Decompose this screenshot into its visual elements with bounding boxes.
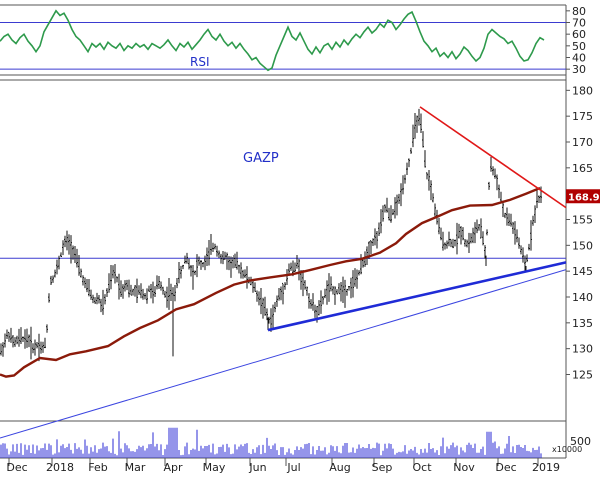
x-tick-label: May bbox=[203, 461, 226, 474]
x-tick-label: 2019 bbox=[532, 461, 560, 474]
rsi-label: RSI bbox=[190, 55, 210, 69]
volume-bars bbox=[0, 427, 542, 458]
price-tick-label: 165 bbox=[572, 162, 593, 175]
chart-title: GAZP bbox=[243, 151, 279, 166]
price-tick-label: 155 bbox=[572, 214, 593, 227]
resistance-trendline bbox=[419, 106, 567, 209]
x-tick-label: Aug bbox=[329, 461, 350, 474]
x-tick-label: Feb bbox=[88, 461, 107, 474]
rsi-tick-label: 60 bbox=[572, 28, 586, 41]
price-tick-label: 140 bbox=[572, 291, 593, 304]
rsi-tick-label: 50 bbox=[572, 40, 586, 53]
x-tick-label: Apr bbox=[163, 461, 183, 474]
rsi-line bbox=[0, 9, 545, 72]
x-tick-label: Jul bbox=[286, 461, 300, 474]
price-bars bbox=[0, 108, 542, 362]
rsi-level-lines bbox=[0, 22, 566, 70]
volume-panel: 500 x10000 bbox=[0, 427, 591, 458]
rsi-tick-label: 30 bbox=[572, 63, 586, 76]
price-tick-label: 125 bbox=[572, 369, 593, 382]
last-price-label-bg bbox=[566, 189, 600, 204]
rsi-tick-label: 80 bbox=[572, 5, 586, 18]
price-tick-label: 150 bbox=[572, 239, 593, 252]
x-tick-label: Jun bbox=[248, 461, 266, 474]
x-tick-label: Dec bbox=[6, 461, 27, 474]
price-tick-label: 135 bbox=[572, 317, 593, 330]
price-tick-label: 145 bbox=[572, 265, 593, 278]
price-tick-label: 175 bbox=[572, 110, 593, 123]
volume-tick-500: 500 bbox=[570, 435, 591, 448]
last-price-label: 168.96 bbox=[566, 189, 600, 204]
support-trendline-secondary bbox=[0, 269, 567, 439]
price-tick-label: 180 bbox=[572, 84, 593, 97]
support-trendline-primary bbox=[267, 261, 567, 332]
x-tick-label: Nov bbox=[453, 461, 475, 474]
x-tick-label: Sep bbox=[372, 461, 393, 474]
sma200-line bbox=[0, 186, 541, 378]
x-tick-label: 2018 bbox=[46, 461, 74, 474]
rsi-tick-label: 40 bbox=[572, 52, 586, 65]
price-tick-label: 130 bbox=[572, 343, 593, 356]
x-tick-label: Oct bbox=[412, 461, 432, 474]
rsi-tick-label: 70 bbox=[572, 17, 586, 30]
price-tick-label: 170 bbox=[572, 136, 593, 149]
x-tick-label: Mar bbox=[125, 461, 146, 474]
volume-unit-label: x10000 bbox=[552, 445, 582, 454]
time-axis: Dec 2018 Feb Mar Apr May Jun Jul Aug Sep Oct Nov Dec… bbox=[6, 458, 560, 474]
x-tick-label: Dec bbox=[495, 461, 516, 474]
last-price-value: 168.96 bbox=[568, 192, 600, 203]
price-panel: 125130135140145150155160165170175180 GAZ… bbox=[0, 84, 600, 439]
